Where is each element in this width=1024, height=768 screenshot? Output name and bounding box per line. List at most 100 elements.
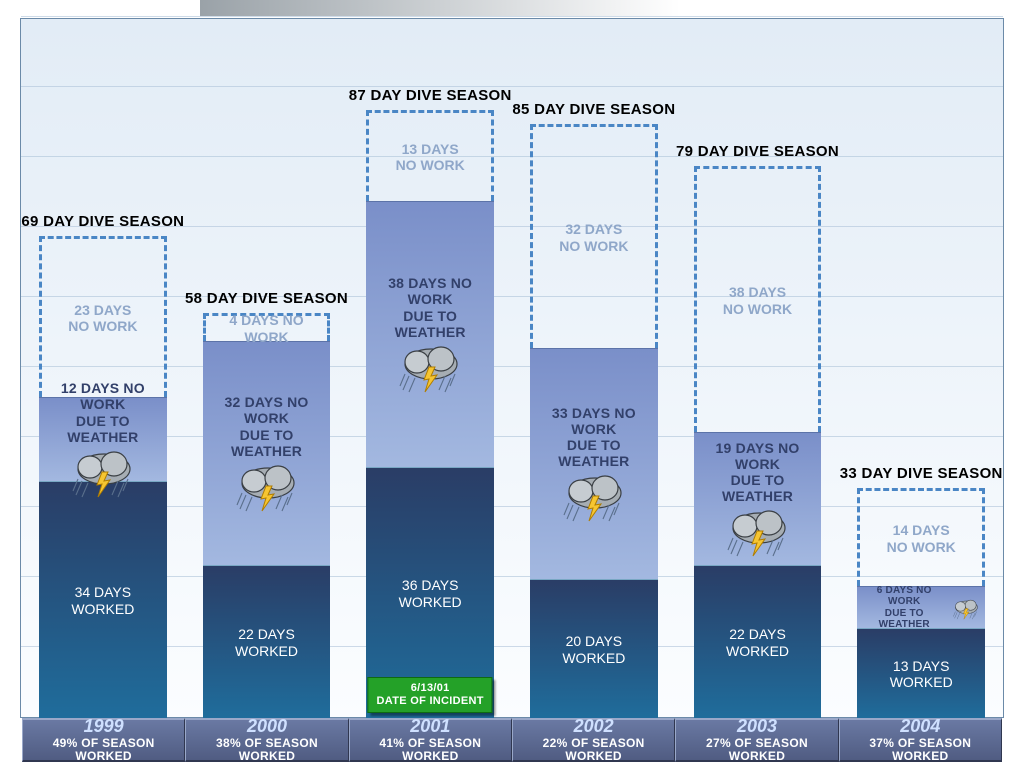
segment-nowork: 23 DAYSNO WORK: [39, 236, 167, 397]
weather-label-l1: 6 DAYS NO WORK: [861, 585, 947, 608]
nowork-label-l2: NO WORK: [68, 318, 137, 334]
segment-worked: 20 DAYSWORKED: [530, 579, 658, 719]
bar-column: 22 DAYSWORKED 19 DAYS NO WORKDUE TO WEATH…: [676, 19, 840, 719]
storm-cloud-icon: [951, 598, 981, 620]
footer-year: 2002: [513, 717, 674, 737]
worked-label-l2: WORKED: [235, 643, 298, 659]
storm-cloud-icon: [70, 447, 136, 499]
storm-cloud-icon: [561, 471, 627, 523]
bar-stack: 36 DAYSWORKED 38 DAYS NO WORKDUE TO WEATH…: [366, 110, 494, 719]
segment-nowork: 4 DAYS NO WORK: [203, 313, 331, 341]
footer-cell: 200437% OF SEASON WORKED: [839, 718, 1002, 762]
weather-label-wrap: 19 DAYS NO WORKDUE TO WEATHER: [698, 440, 818, 504]
segment-worked: 22 DAYSWORKED: [203, 565, 331, 719]
weather-label-l2: DUE TO WEATHER: [698, 472, 818, 504]
worked-label-l2: WORKED: [562, 650, 625, 666]
weather-label-wrap: 6 DAYS NO WORKDUE TO WEATHER: [861, 585, 947, 631]
footer-year: 2000: [186, 717, 347, 737]
nowork-label-l1: 4 DAYS NO WORK: [210, 312, 324, 344]
footer-cell: 200327% OF SEASON WORKED: [675, 718, 838, 762]
footer-pct: 38% OF SEASON WORKED: [186, 737, 347, 763]
footer-cell: 200038% OF SEASON WORKED: [185, 718, 348, 762]
footer-cell: 200141% OF SEASON WORKED: [349, 718, 512, 762]
segment-nowork: 32 DAYSNO WORK: [530, 124, 658, 348]
weather-label-wrap: 32 DAYS NO WORKDUE TO WEATHER: [207, 394, 327, 458]
worked-label-l1: 20 DAYS: [566, 633, 623, 649]
season-label: 58 DAY DIVE SEASON: [185, 290, 349, 307]
weather-label-l1: 33 DAYS NO WORK: [534, 405, 654, 437]
worked-label-l1: 34 DAYS: [75, 584, 132, 600]
storm-cloud-icon: [725, 506, 791, 558]
worked-label-l1: 13 DAYS: [893, 658, 950, 674]
season-label: 79 DAY DIVE SEASON: [676, 143, 840, 160]
season-label: 87 DAY DIVE SEASON: [348, 87, 512, 104]
bar-stack: 34 DAYSWORKED12 DAYS NO WORKDUE TO WEATH…: [39, 236, 167, 719]
segment-weather: 33 DAYS NO WORKDUE TO WEATHER: [530, 348, 658, 579]
nowork-label-l1: 13 DAYS: [402, 141, 459, 157]
footer-pct: 27% OF SEASON WORKED: [676, 737, 837, 763]
footer-year: 2001: [350, 717, 511, 737]
weather-label-l1: 19 DAYS NO WORK: [698, 440, 818, 472]
weather-label-wrap: 33 DAYS NO WORKDUE TO WEATHER: [534, 405, 654, 469]
worked-label-l1: 36 DAYS: [402, 577, 459, 593]
footer-year: 1999: [23, 717, 184, 737]
nowork-label-l2: NO WORK: [559, 238, 628, 254]
worked-label-l1: 22 DAYS: [238, 626, 295, 642]
season-label: 85 DAY DIVE SEASON: [512, 101, 676, 118]
footer-year: 2004: [840, 717, 1001, 737]
plot-area: 34 DAYSWORKED12 DAYS NO WORKDUE TO WEATH…: [20, 18, 1004, 718]
incident-label: DATE OF INCIDENT: [377, 695, 484, 708]
segment-worked: 13 DAYSWORKED: [857, 628, 985, 719]
segment-weather: 19 DAYS NO WORKDUE TO WEATHER: [694, 432, 822, 565]
worked-label-l2: WORKED: [71, 601, 134, 617]
segment-worked: 34 DAYSWORKED: [39, 481, 167, 719]
bar-stack: 22 DAYSWORKED 32 DAYS NO WORKDUE TO WEATH…: [203, 313, 331, 719]
incident-date: 6/13/01: [377, 682, 484, 695]
weather-label-l2: DUE TO WEATHER: [861, 608, 947, 631]
title-bar-gradient: [200, 0, 680, 16]
storm-cloud-icon: [234, 461, 300, 513]
weather-label-l1: 38 DAYS NO WORK: [370, 275, 490, 307]
bar-stack: 13 DAYSWORKED6 DAYS NO WORKDUE TO WEATHE…: [857, 488, 985, 719]
chart-frame: 34 DAYSWORKED12 DAYS NO WORKDUE TO WEATH…: [20, 18, 1004, 718]
footer-cell: 200222% OF SEASON WORKED: [512, 718, 675, 762]
weather-label-wrap: 38 DAYS NO WORKDUE TO WEATHER: [370, 275, 490, 339]
footer-pct: 37% OF SEASON WORKED: [840, 737, 1001, 763]
segment-worked: 22 DAYSWORKED: [694, 565, 822, 719]
segment-nowork: 13 DAYSNO WORK: [366, 110, 494, 201]
footer-pct: 49% OF SEASON WORKED: [23, 737, 184, 763]
weather-label-l2: DUE TO WEATHER: [534, 437, 654, 469]
bar-column: 22 DAYSWORKED 32 DAYS NO WORKDUE TO WEATH…: [185, 19, 349, 719]
nowork-label-l2: NO WORK: [887, 539, 956, 555]
footer-pct: 22% OF SEASON WORKED: [513, 737, 674, 763]
segment-weather: 6 DAYS NO WORKDUE TO WEATHER: [857, 586, 985, 628]
gridline: [21, 16, 1003, 17]
nowork-label-l2: NO WORK: [723, 301, 792, 317]
bar-stack: 20 DAYSWORKED 33 DAYS NO WORKDUE TO WEATH…: [530, 124, 658, 719]
bar-stack: 22 DAYSWORKED 19 DAYS NO WORKDUE TO WEATH…: [694, 166, 822, 719]
weather-label-l2: DUE TO WEATHER: [43, 413, 163, 445]
weather-label-l2: DUE TO WEATHER: [370, 308, 490, 340]
nowork-label-l1: 38 DAYS: [729, 284, 786, 300]
segment-weather: 12 DAYS NO WORKDUE TO WEATHER: [39, 397, 167, 481]
season-label: 69 DAY DIVE SEASON: [21, 213, 185, 230]
segment-weather: 38 DAYS NO WORKDUE TO WEATHER: [366, 201, 494, 467]
bar-group: 34 DAYSWORKED12 DAYS NO WORKDUE TO WEATH…: [21, 19, 1003, 719]
storm-cloud-icon: [397, 342, 463, 394]
nowork-label-l1: 14 DAYS: [893, 522, 950, 538]
worked-label-l2: WORKED: [399, 594, 462, 610]
weather-label-l1: 32 DAYS NO WORK: [207, 394, 327, 426]
bar-column: 20 DAYSWORKED 33 DAYS NO WORKDUE TO WEATH…: [512, 19, 676, 719]
nowork-label-l1: 23 DAYS: [74, 302, 131, 318]
season-label: 33 DAY DIVE SEASON: [839, 465, 1003, 482]
bar-column: 34 DAYSWORKED12 DAYS NO WORKDUE TO WEATH…: [21, 19, 185, 719]
incident-callout: 6/13/01DATE OF INCIDENT: [368, 677, 493, 713]
bar-column: 13 DAYSWORKED6 DAYS NO WORKDUE TO WEATHE…: [839, 19, 1003, 719]
segment-nowork: 14 DAYSNO WORK: [857, 488, 985, 586]
worked-label-l1: 22 DAYS: [729, 626, 786, 642]
footer-pct: 41% OF SEASON WORKED: [350, 737, 511, 763]
worked-label-l2: WORKED: [726, 643, 789, 659]
footer-cell: 199949% OF SEASON WORKED: [22, 718, 185, 762]
segment-weather: 32 DAYS NO WORKDUE TO WEATHER: [203, 341, 331, 565]
segment-nowork: 38 DAYSNO WORK: [694, 166, 822, 432]
